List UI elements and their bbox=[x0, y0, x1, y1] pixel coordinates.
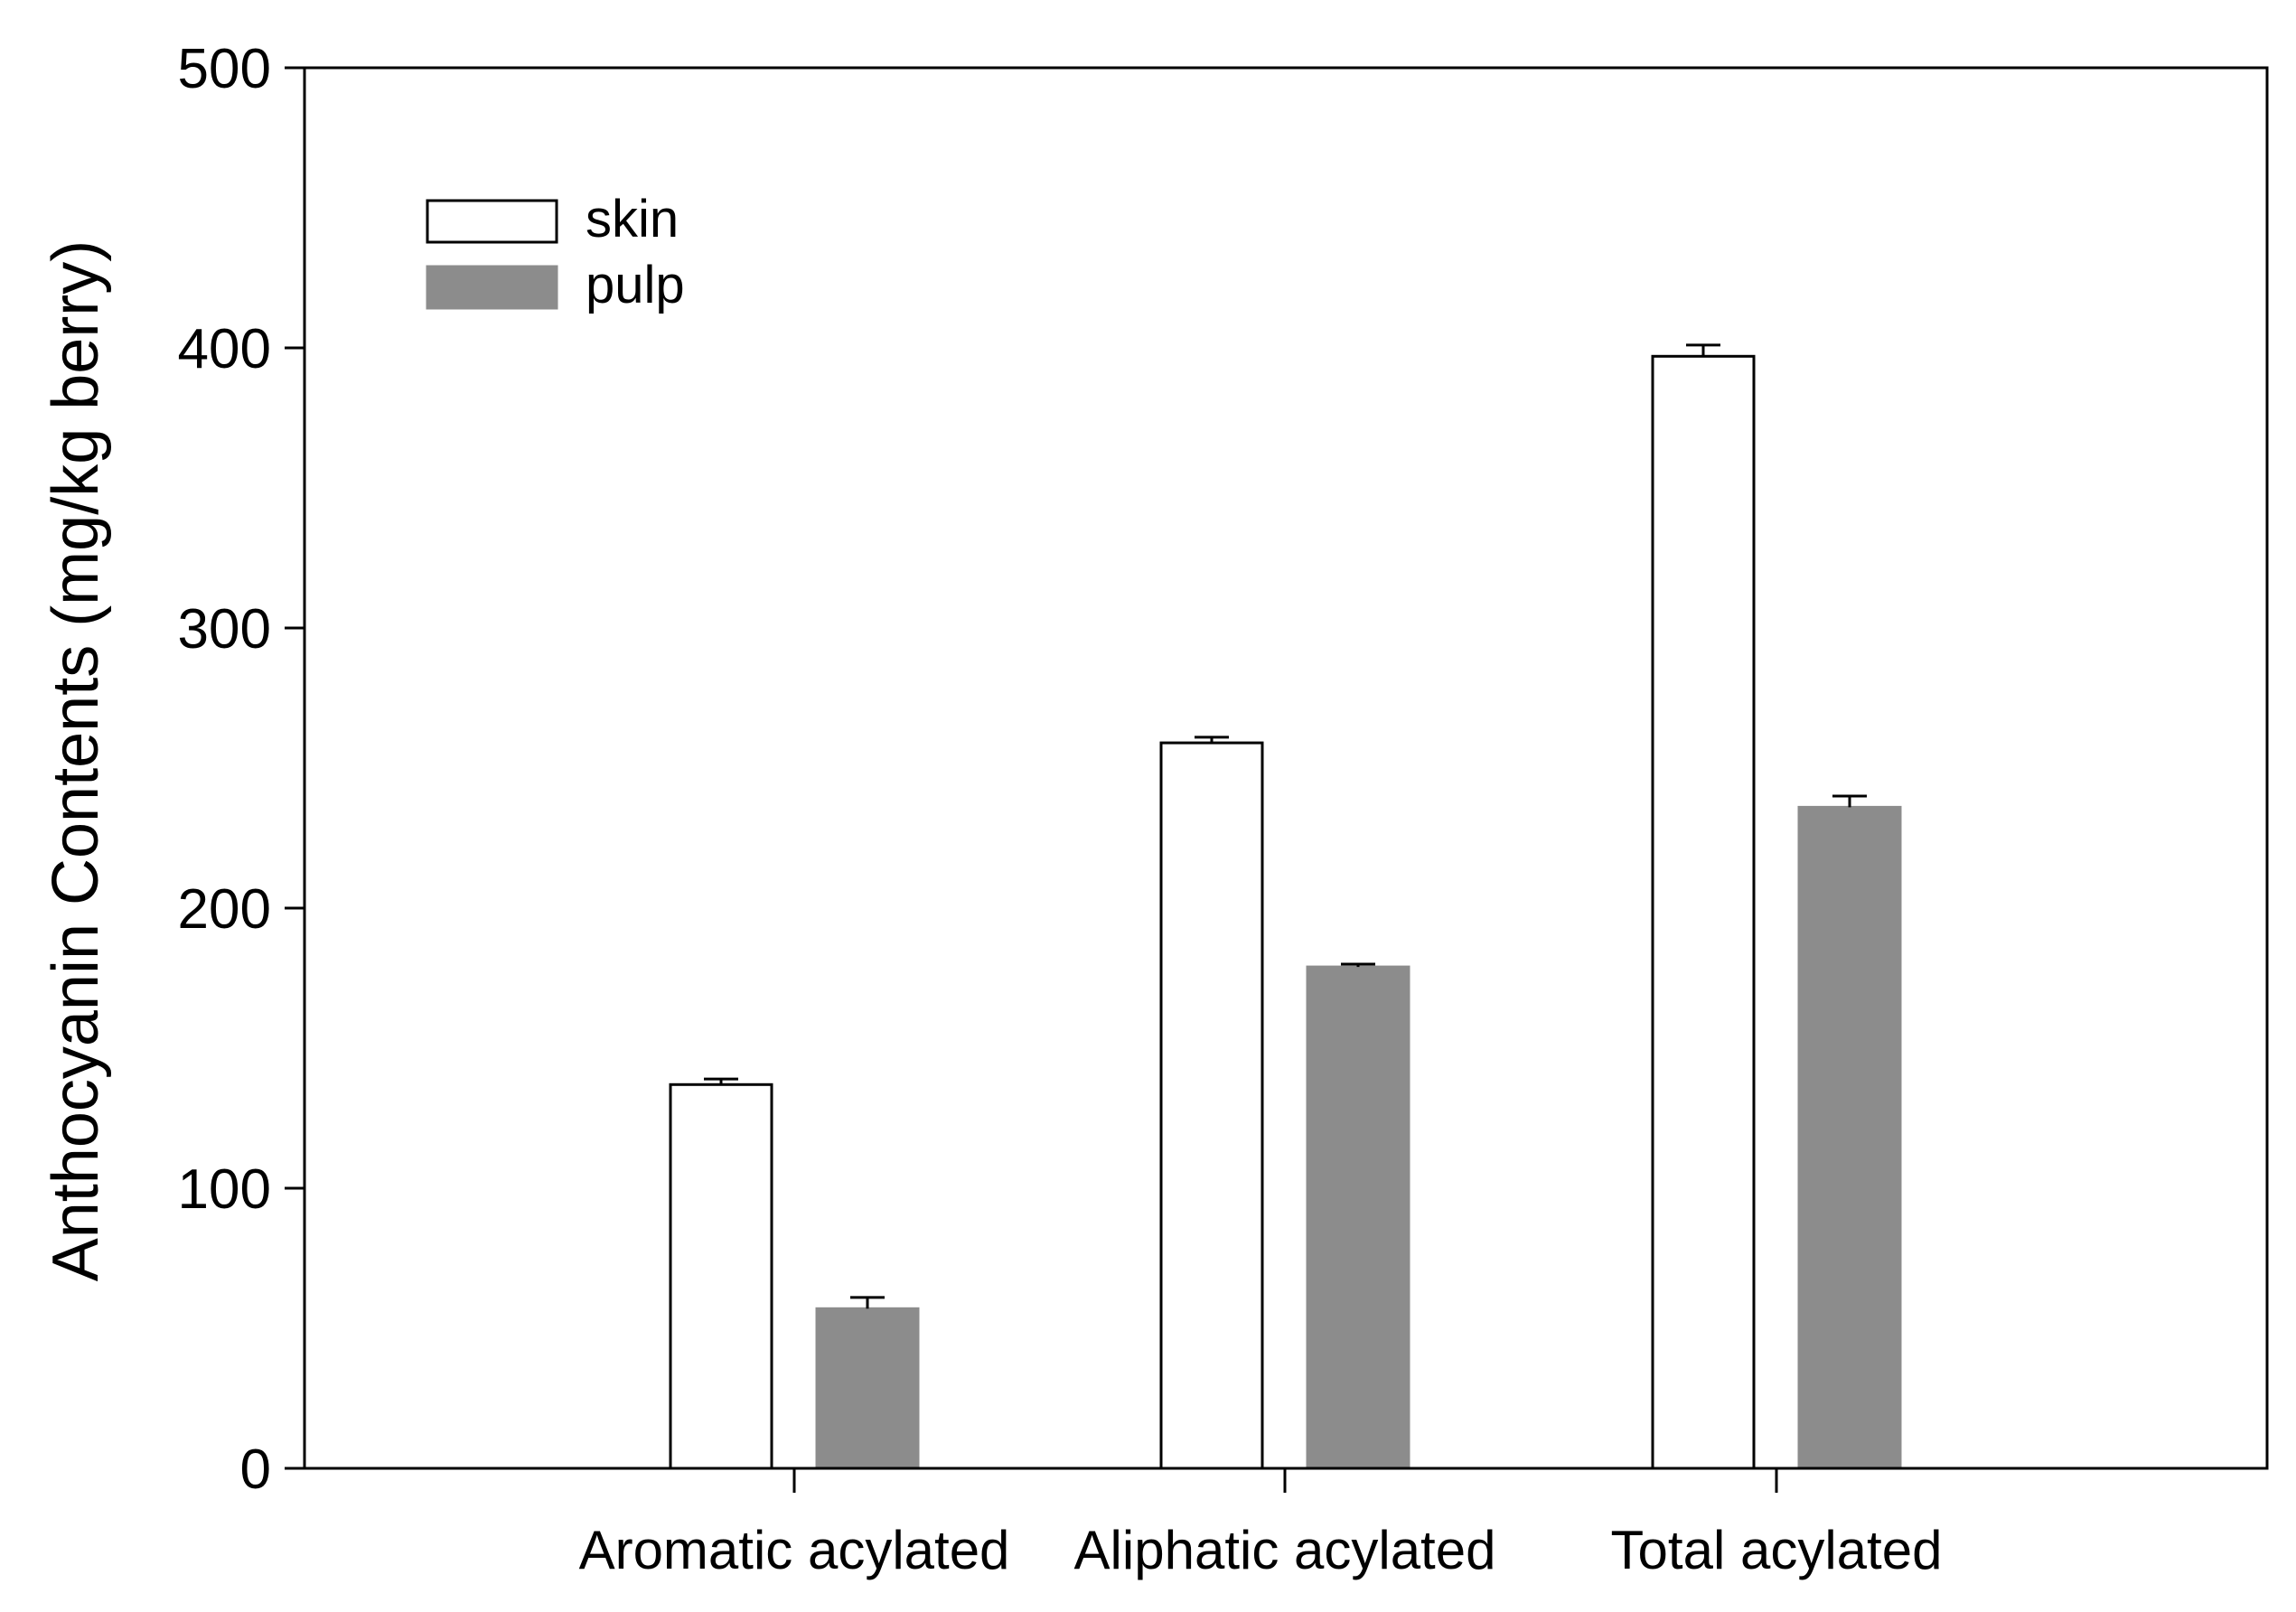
y-tick-label-3: 300 bbox=[178, 598, 271, 661]
y-tick-label-2: 200 bbox=[178, 878, 271, 941]
y-tick-label-1: 100 bbox=[178, 1158, 271, 1221]
bar-skin-1 bbox=[1159, 741, 1264, 1470]
legend: skin pulp bbox=[426, 190, 685, 314]
bar-pulp-1 bbox=[1306, 965, 1410, 1470]
x-category-label-1: Aliphatic acylated bbox=[1074, 1520, 1496, 1580]
x-category-label-2: Total acylated bbox=[1611, 1520, 1943, 1580]
y-tick-label-5: 500 bbox=[178, 38, 271, 100]
x-category-label-0: Aromatic acylated bbox=[579, 1520, 1010, 1580]
y-tick-label-0: 0 bbox=[240, 1439, 271, 1501]
legend-label-skin: skin bbox=[586, 190, 679, 248]
axes-layer bbox=[285, 66, 2269, 1493]
bar-pulp-2 bbox=[1797, 805, 1902, 1470]
legend-label-pulp: pulp bbox=[586, 256, 685, 314]
bar-skin-0 bbox=[669, 1082, 773, 1470]
legend-swatch-pulp bbox=[426, 265, 558, 310]
legend-swatch-skin bbox=[426, 199, 558, 244]
bar-pulp-0 bbox=[815, 1307, 920, 1470]
y-axis-label: Anthocyanin Contents (mg/kg berry) bbox=[40, 240, 112, 1282]
y-tick-label-4: 400 bbox=[178, 318, 271, 380]
bar-skin-2 bbox=[1651, 354, 1756, 1470]
bars-layer bbox=[669, 343, 1902, 1470]
labels-layer: 0 100 200 300 400 500 Aromatic acylated Aliphat… bbox=[178, 38, 1943, 1580]
